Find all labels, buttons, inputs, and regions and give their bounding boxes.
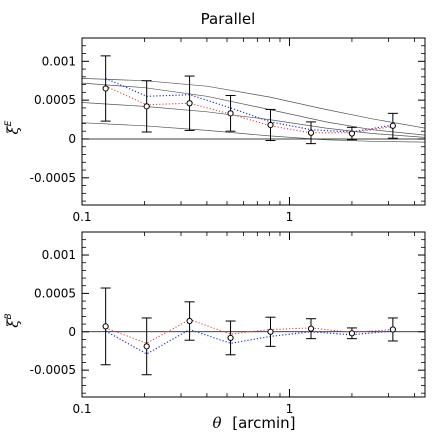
plot-frame	[81, 231, 426, 398]
x-axis-symbol: θ	[212, 414, 221, 432]
data-point	[227, 334, 234, 342]
y-tick-label: 0.001	[42, 54, 76, 68]
series-blue-dotted	[105, 328, 393, 355]
y-tick-label: -0.0005	[30, 171, 76, 185]
data-point	[102, 323, 109, 330]
y-tick-label: 0	[68, 325, 76, 339]
panel-b: -0.0005 0 0.0005 0.001 0.1 1 ξB	[4, 231, 426, 416]
y-axis-label: ξB	[4, 313, 22, 327]
x-axis-unit: [arcmin]	[232, 414, 295, 432]
y-tick-label: 0.0005	[34, 93, 76, 107]
data-point	[186, 317, 193, 325]
data-point	[389, 326, 396, 333]
data-point	[307, 129, 315, 136]
series-red-dotted	[105, 318, 393, 344]
x-tick-label: 1	[286, 402, 294, 416]
y-tick-label: 0.001	[42, 248, 76, 262]
y-tick-label: 0	[68, 132, 76, 146]
data-point	[348, 330, 356, 337]
data-point	[348, 130, 356, 137]
y-tick-label: -0.0005	[30, 363, 76, 377]
y-axis-symbol: ξ	[4, 319, 22, 328]
y-axis-symbol: ξ	[4, 125, 22, 134]
y-axis-superscript: E	[4, 120, 14, 126]
series-red-dotted	[105, 85, 393, 134]
data-point	[186, 100, 193, 107]
series-blue-dotted	[105, 77, 394, 133]
y-tick-label: 0.0005	[34, 286, 76, 300]
y-axis-superscript: B	[4, 313, 14, 319]
data-point	[267, 328, 274, 335]
data-point	[227, 110, 234, 117]
model-curve-3	[81, 122, 426, 143]
model-curve-1	[81, 82, 426, 136]
plot-frame	[81, 37, 426, 206]
x-axis-label: θ [arcmin]	[212, 414, 295, 432]
model-curve-2	[81, 102, 426, 138]
y-axis-label: ξE	[4, 120, 22, 134]
data-point	[143, 343, 150, 350]
data-point	[389, 122, 396, 129]
chart-title: Parallel	[201, 10, 256, 28]
data-point	[267, 121, 274, 129]
data-point	[143, 103, 150, 110]
x-tick-label: 0.1	[72, 402, 91, 416]
data-point	[102, 85, 109, 92]
x-tick-label: 1	[286, 210, 294, 224]
panel-e: -0.0005 0 0.0005 0.001 0.1 1 ξE	[4, 37, 426, 224]
data-point	[307, 325, 315, 332]
x-tick-label: 0.1	[72, 210, 91, 224]
